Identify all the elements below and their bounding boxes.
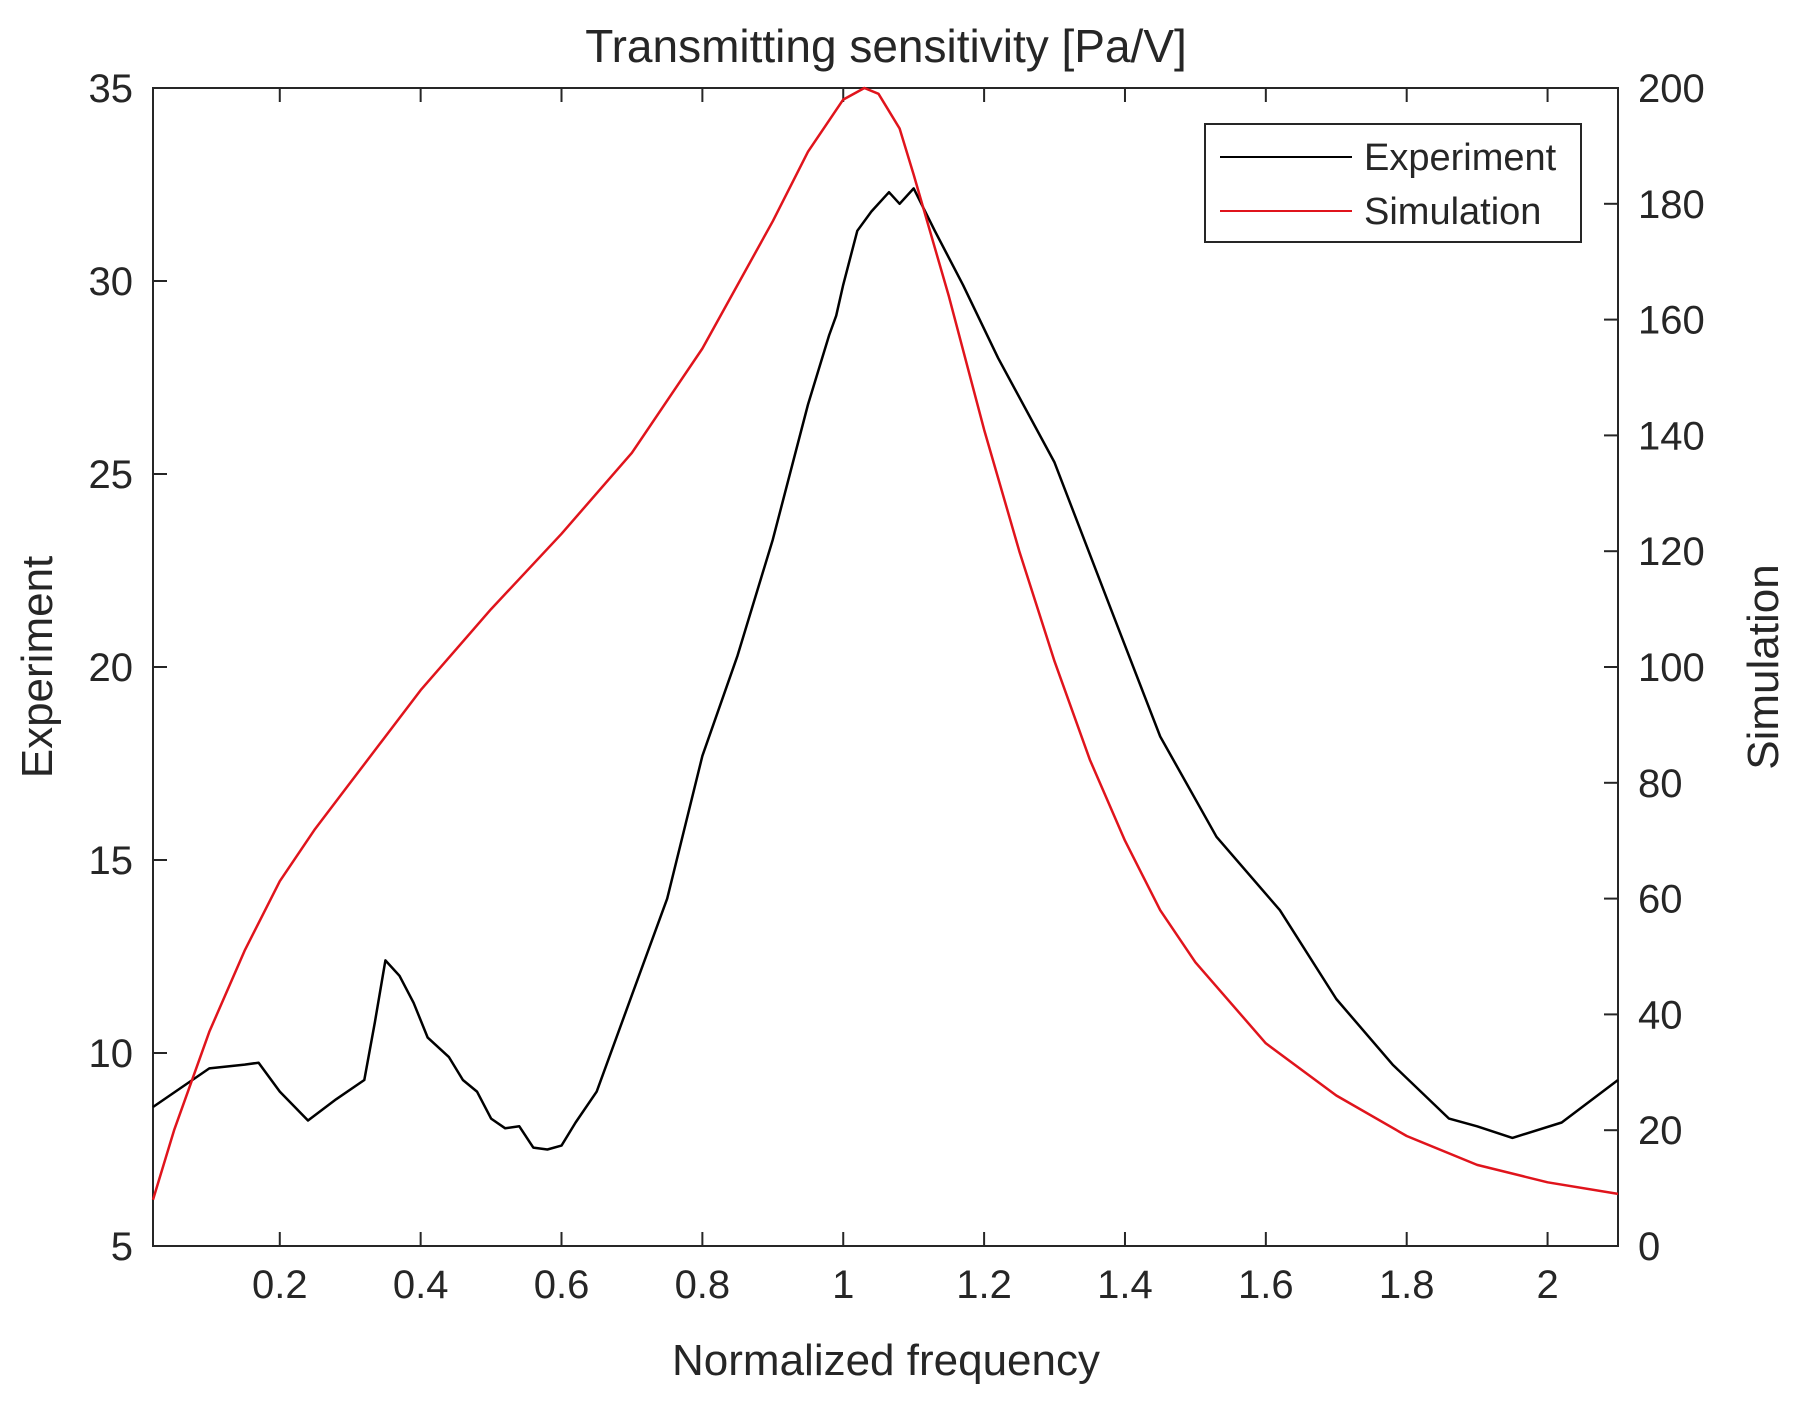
x-axis-title: Normalized frequency bbox=[672, 1336, 1100, 1385]
y-right-tick-label: 60 bbox=[1638, 878, 1683, 922]
x-tick-label: 0.4 bbox=[393, 1263, 449, 1307]
x-axis-ticks: 0.2 0.4 0.6 0.8 1 1.2 1.4 1.6 1.8 2 bbox=[252, 88, 1559, 1307]
y-right-tick-label: 80 bbox=[1638, 762, 1683, 806]
y-left-tick-label: 25 bbox=[89, 453, 134, 497]
y-left-axis-ticks: 5 10 15 20 25 30 35 bbox=[89, 67, 167, 1269]
x-tick-label: 2 bbox=[1536, 1263, 1558, 1307]
legend-box bbox=[1204, 123, 1582, 243]
plot-area bbox=[152, 87, 1619, 1247]
x-tick-label: 0.2 bbox=[252, 1263, 308, 1307]
y-right-tick-label: 20 bbox=[1638, 1109, 1683, 1153]
series-line-simulation bbox=[151, 86, 1619, 1201]
x-tick-label: 1.2 bbox=[956, 1263, 1012, 1307]
y-left-tick-label: 20 bbox=[89, 646, 134, 690]
x-tick-label: 0.6 bbox=[534, 1263, 590, 1307]
y-left-tick-label: 10 bbox=[89, 1032, 134, 1076]
series-layer bbox=[151, 86, 1619, 1201]
y-left-tick-label: 5 bbox=[111, 1225, 133, 1269]
y-right-tick-label: 200 bbox=[1638, 67, 1705, 111]
legend-label-simulation: Simulation bbox=[1364, 191, 1541, 233]
y-right-tick-label: 0 bbox=[1638, 1225, 1660, 1269]
y-right-tick-label: 140 bbox=[1638, 414, 1705, 458]
y-left-axis-title: Experiment bbox=[13, 556, 62, 779]
legend-label-experiment: Experiment bbox=[1364, 137, 1557, 179]
y-left-tick-label: 35 bbox=[89, 67, 134, 111]
legend: Experiment Simulation bbox=[1204, 123, 1582, 243]
y-left-tick-label: 15 bbox=[89, 839, 134, 883]
y-right-tick-label: 180 bbox=[1638, 183, 1705, 227]
y-right-axis-title: Simulation bbox=[1739, 564, 1788, 769]
y-right-tick-label: 160 bbox=[1638, 299, 1705, 343]
x-tick-label: 1.4 bbox=[1097, 1263, 1153, 1307]
x-tick-label: 1 bbox=[832, 1263, 854, 1307]
series-line-experiment bbox=[152, 187, 1619, 1151]
chart-title: Transmitting sensitivity [Pa/V] bbox=[585, 20, 1187, 72]
y-right-axis-ticks: 0 20 40 60 80 100 120 140 160 180 200 bbox=[1604, 67, 1705, 1269]
x-tick-label: 0.8 bbox=[675, 1263, 731, 1307]
y-right-tick-label: 100 bbox=[1638, 646, 1705, 690]
y-right-tick-label: 40 bbox=[1638, 993, 1683, 1037]
x-tick-label: 1.6 bbox=[1238, 1263, 1294, 1307]
y-left-tick-label: 30 bbox=[89, 260, 134, 304]
y-right-tick-label: 120 bbox=[1638, 530, 1705, 574]
x-tick-label: 1.8 bbox=[1379, 1263, 1435, 1307]
